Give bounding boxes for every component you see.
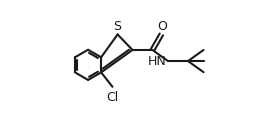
Text: O: O: [157, 20, 167, 33]
Text: HN: HN: [148, 55, 167, 68]
Text: Cl: Cl: [106, 91, 119, 104]
Text: S: S: [114, 20, 121, 33]
